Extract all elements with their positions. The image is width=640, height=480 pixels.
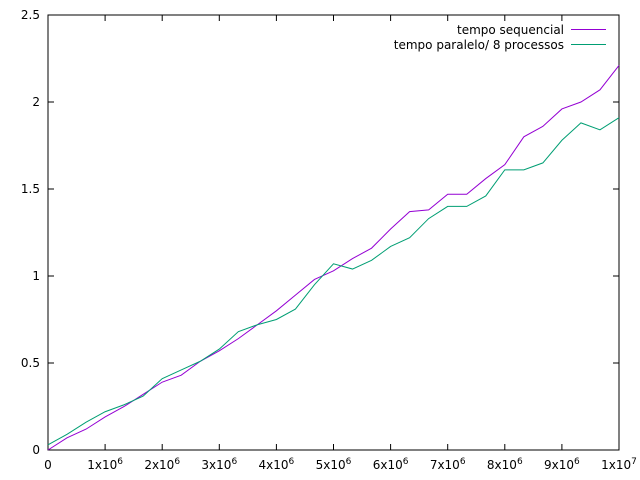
- legend: tempo sequencial tempo paralelo/ 8 proce…: [394, 23, 606, 52]
- x-tick-label: 7x106: [430, 457, 466, 472]
- plot-frame: [47, 14, 620, 451]
- x-tick-label: 4x106: [259, 457, 295, 472]
- y-tick-label: 2.5: [21, 8, 40, 22]
- y-tick-label: 0: [32, 443, 40, 457]
- x-tick-label: 9x106: [544, 457, 580, 472]
- y-tick-label: 1.5: [21, 182, 40, 196]
- series-lines: [47, 65, 620, 451]
- y-tick-label: 1: [32, 269, 40, 283]
- y-tick-label: 2: [32, 95, 40, 109]
- x-tick-label: 5x106: [316, 457, 352, 472]
- y-axis-ticks: 0 0.5 1 1.5 2 2.5: [21, 8, 619, 457]
- y-tick-label: 0.5: [21, 356, 40, 370]
- series-line-paralelo: [47, 117, 620, 446]
- x-tick-label: 8x106: [487, 457, 523, 472]
- x-tick-label: 0: [44, 458, 52, 472]
- x-tick-label: 2x106: [144, 457, 180, 472]
- x-axis-ticks: 0 1x106 2x106 3x106 4x106 5x106 6x106 7x106 8x10…: [44, 15, 637, 472]
- x-tick-label: 3x106: [201, 457, 237, 472]
- series-line-sequencial: [47, 65, 620, 451]
- x-tick-label: 6x106: [373, 457, 409, 472]
- legend-label-sequencial: tempo sequencial: [457, 23, 564, 37]
- x-tick-label: 1x106: [87, 457, 123, 472]
- legend-label-paralelo: tempo paralelo/ 8 processos: [394, 38, 564, 52]
- x-tick-label: 1x107: [601, 457, 637, 472]
